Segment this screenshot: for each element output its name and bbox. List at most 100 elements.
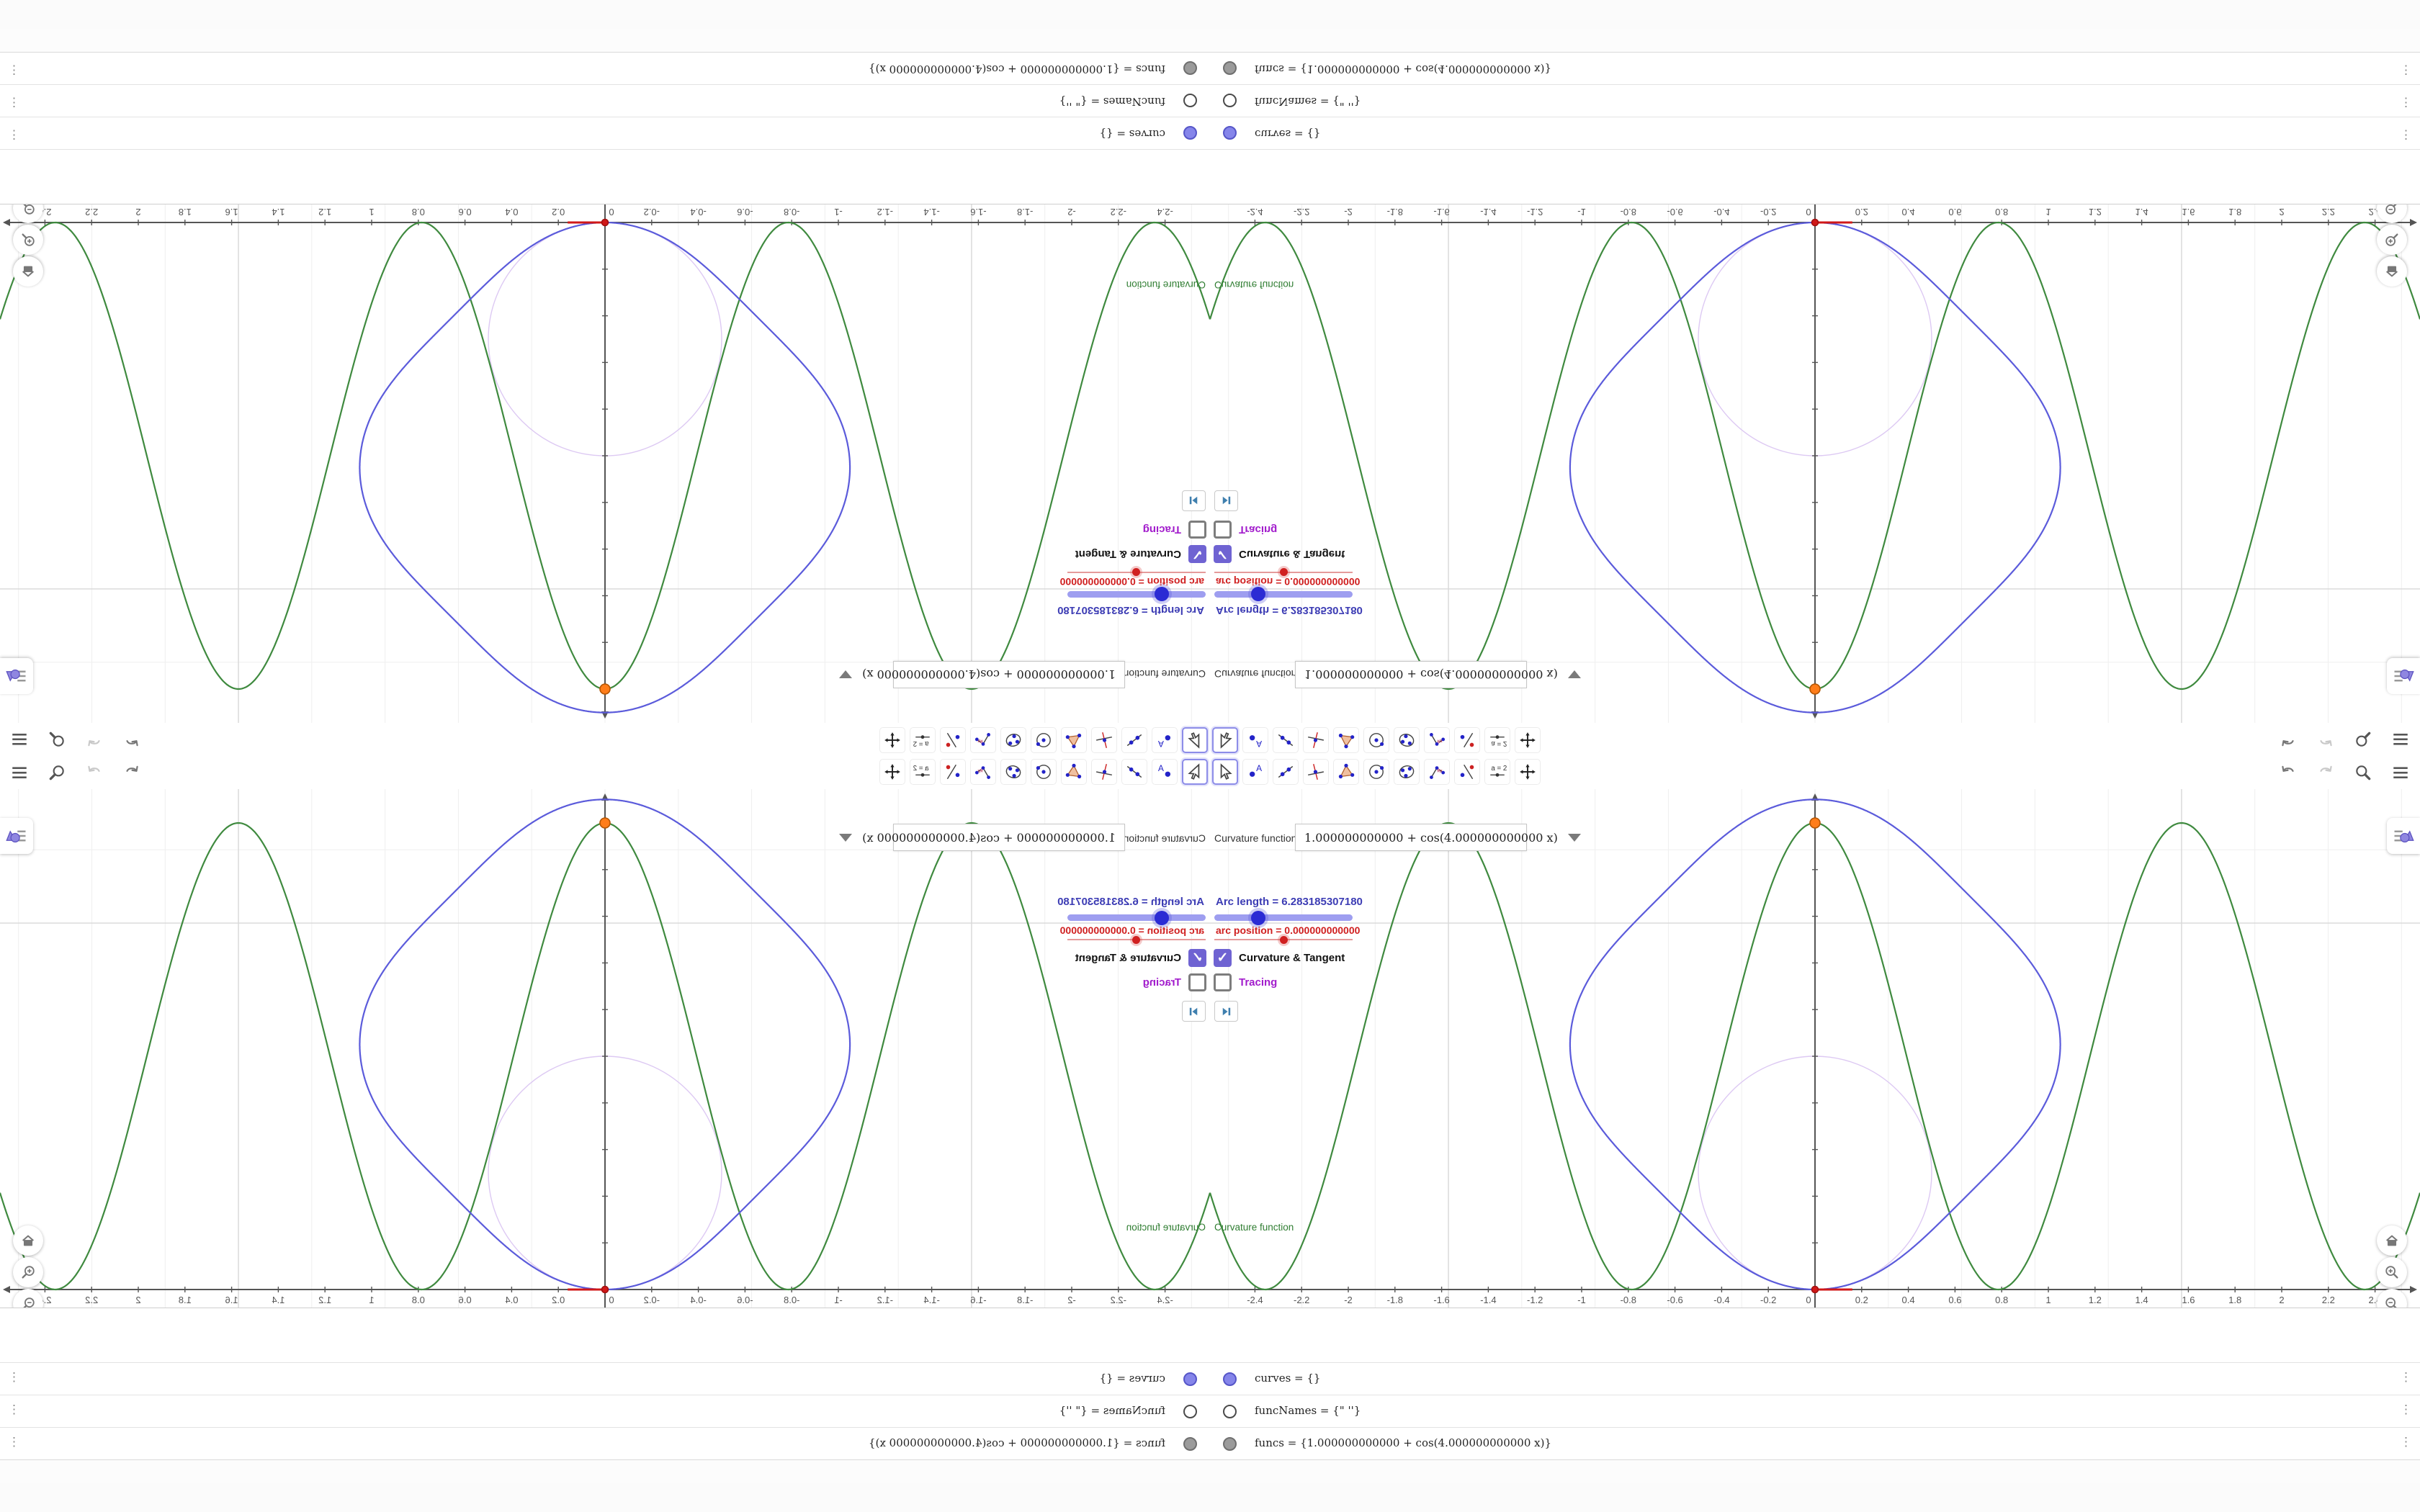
toolbar-circle-tool[interactable] xyxy=(1363,759,1389,785)
row-menu-icon[interactable]: ⋮ xyxy=(8,1370,20,1384)
origin-point[interactable] xyxy=(601,1285,609,1294)
arc-length-slider-knob[interactable] xyxy=(1251,910,1266,925)
toolbar-ellipse-tool[interactable] xyxy=(1394,759,1420,785)
curvature-function-input[interactable]: 1.000000000000 + cos(4.000000000000 x) xyxy=(1295,661,1581,688)
row-menu-icon[interactable]: ⋮ xyxy=(2400,63,2412,77)
arc-length-slider[interactable] xyxy=(1067,591,1206,598)
funcnames-row[interactable]: funcNames = {" ''} ⋮ xyxy=(1210,84,2420,117)
menu-icon[interactable] xyxy=(2390,762,2411,783)
toolbar-circle-tool[interactable] xyxy=(1031,727,1057,753)
curvature-function-input[interactable]: 1.000000000000 + cos(4.000000000000 x) xyxy=(839,824,1125,851)
curves-row[interactable]: curves = {} ⋮ xyxy=(1210,1362,2420,1395)
toolbar-point-tool[interactable]: A xyxy=(1152,727,1178,753)
curve-top-point[interactable] xyxy=(1809,817,1821,829)
visibility-toggle[interactable] xyxy=(1183,94,1197,107)
toolbar-angle-tool[interactable]: α xyxy=(970,727,996,753)
graphics-view[interactable]: -2.4 -2.2 -2 -1.8 -1.6 -1.4 -1.2 -1 -0.8 -0.6 -0.4… xyxy=(0,789,1210,1319)
curvature-tangent-checkbox[interactable]: ✓ xyxy=(1214,949,1232,967)
curvature-tangent-checkbox[interactable]: ✓ xyxy=(1188,949,1206,967)
arc-position-slider-knob[interactable] xyxy=(1132,935,1141,944)
origin-point[interactable] xyxy=(1811,218,1819,227)
row-menu-icon[interactable]: ⋮ xyxy=(8,128,20,142)
row-menu-icon[interactable]: ⋮ xyxy=(8,1403,20,1416)
origin-point[interactable] xyxy=(1811,1285,1819,1294)
menu-icon[interactable] xyxy=(9,762,30,783)
toolbar-polygon-tool[interactable] xyxy=(1333,727,1359,753)
redo-icon[interactable] xyxy=(84,729,105,750)
visibility-toggle[interactable] xyxy=(1223,126,1237,140)
dropdown-caret-icon[interactable] xyxy=(1567,670,1581,679)
funcs-row[interactable]: funcs = {1.000000000000 + cos(4.00000000… xyxy=(1210,1427,2420,1460)
curves-row[interactable]: curves = {} ⋮ xyxy=(1210,117,2420,150)
curves-row[interactable]: curves = {} ⋮ xyxy=(0,1362,1210,1395)
funcs-row[interactable]: funcs = {1.000000000000 + cos(4.00000000… xyxy=(0,52,1210,85)
search-icon[interactable] xyxy=(2352,762,2374,783)
style-bar-button[interactable] xyxy=(0,818,33,854)
undo-icon[interactable] xyxy=(121,762,143,783)
row-menu-icon[interactable]: ⋮ xyxy=(2400,128,2412,142)
toolbar-angle-tool[interactable]: α xyxy=(970,759,996,785)
toolbar-move-cursor[interactable] xyxy=(1212,727,1238,753)
toolbar-polygon-tool[interactable] xyxy=(1061,759,1087,785)
play-step-button[interactable] xyxy=(1182,490,1206,511)
redo-icon[interactable] xyxy=(84,762,105,783)
toolbar-perpendicular-line-tool[interactable] xyxy=(1303,727,1329,753)
curvature-tangent-checkbox[interactable]: ✓ xyxy=(1214,545,1232,563)
row-menu-icon[interactable]: ⋮ xyxy=(2400,96,2412,109)
curvature-function-input[interactable]: 1.000000000000 + cos(4.000000000000 x) xyxy=(839,661,1125,688)
funcnames-row[interactable]: funcNames = {" ''} ⋮ xyxy=(1210,1395,2420,1428)
toolbar-polygon-tool[interactable] xyxy=(1333,759,1359,785)
play-step-button[interactable] xyxy=(1214,490,1238,511)
row-menu-icon[interactable]: ⋮ xyxy=(2400,1435,2412,1449)
dropdown-caret-icon[interactable] xyxy=(1567,833,1581,842)
arc-length-slider[interactable] xyxy=(1214,914,1353,921)
visibility-toggle[interactable] xyxy=(1183,1372,1197,1386)
funcs-row[interactable]: funcs = {1.000000000000 + cos(4.00000000… xyxy=(1210,52,2420,85)
visibility-toggle[interactable] xyxy=(1223,1405,1237,1418)
toolbar-slider-tool[interactable]: a = 2 xyxy=(910,727,936,753)
toolbar-point-tool[interactable]: A xyxy=(1152,759,1178,785)
toolbar-move-view-tool[interactable] xyxy=(879,759,905,785)
visibility-toggle[interactable] xyxy=(1223,1437,1237,1451)
home-button[interactable] xyxy=(2377,256,2407,287)
style-bar-button[interactable] xyxy=(2387,818,2420,854)
funcnames-row[interactable]: funcNames = {" ''} ⋮ xyxy=(0,1395,1210,1428)
arc-position-slider-knob[interactable] xyxy=(1279,935,1288,944)
tracing-checkbox[interactable] xyxy=(1214,973,1232,991)
arc-length-slider[interactable] xyxy=(1214,591,1353,598)
row-menu-icon[interactable]: ⋮ xyxy=(8,96,20,109)
toolbar-angle-tool[interactable]: α xyxy=(1424,727,1450,753)
toolbar-point-tool[interactable]: A xyxy=(1242,727,1268,753)
arc-length-slider-knob[interactable] xyxy=(1154,587,1169,602)
toolbar-ellipse-tool[interactable] xyxy=(1000,759,1026,785)
zoom-in-button[interactable] xyxy=(13,1257,43,1287)
home-button[interactable] xyxy=(13,256,43,287)
row-menu-icon[interactable]: ⋮ xyxy=(2400,1403,2412,1416)
origin-point[interactable] xyxy=(601,218,609,227)
curvature-function-input[interactable]: 1.000000000000 + cos(4.000000000000 x) xyxy=(1295,824,1581,851)
zoom-in-button[interactable] xyxy=(2377,225,2407,255)
toolbar-move-view-tool[interactable] xyxy=(1515,727,1541,753)
toolbar-line-tool[interactable] xyxy=(1273,727,1299,753)
toolbar-angle-tool[interactable]: α xyxy=(1424,759,1450,785)
dropdown-caret-icon[interactable] xyxy=(839,833,853,842)
toolbar-line-tool[interactable] xyxy=(1121,727,1147,753)
visibility-toggle[interactable] xyxy=(1183,61,1197,75)
visibility-toggle[interactable] xyxy=(1183,1405,1197,1418)
toolbar-reflect-tool[interactable] xyxy=(940,727,966,753)
curves-row[interactable]: curves = {} ⋮ xyxy=(0,117,1210,150)
toolbar-move-cursor[interactable] xyxy=(1212,759,1238,785)
toolbar-move-cursor[interactable] xyxy=(1182,727,1208,753)
visibility-toggle[interactable] xyxy=(1183,126,1197,140)
zoom-in-button[interactable] xyxy=(2377,1257,2407,1287)
play-step-button[interactable] xyxy=(1214,1001,1238,1022)
toolbar-point-tool[interactable]: A xyxy=(1242,759,1268,785)
toolbar-slider-tool[interactable]: a = 2 xyxy=(910,759,936,785)
home-button[interactable] xyxy=(2377,1225,2407,1256)
tracing-checkbox[interactable] xyxy=(1188,973,1206,991)
arc-length-slider[interactable] xyxy=(1067,914,1206,921)
toolbar-reflect-tool[interactable] xyxy=(1454,759,1480,785)
undo-icon[interactable] xyxy=(2277,729,2299,750)
redo-icon[interactable] xyxy=(2315,729,2336,750)
search-icon[interactable] xyxy=(46,729,68,750)
